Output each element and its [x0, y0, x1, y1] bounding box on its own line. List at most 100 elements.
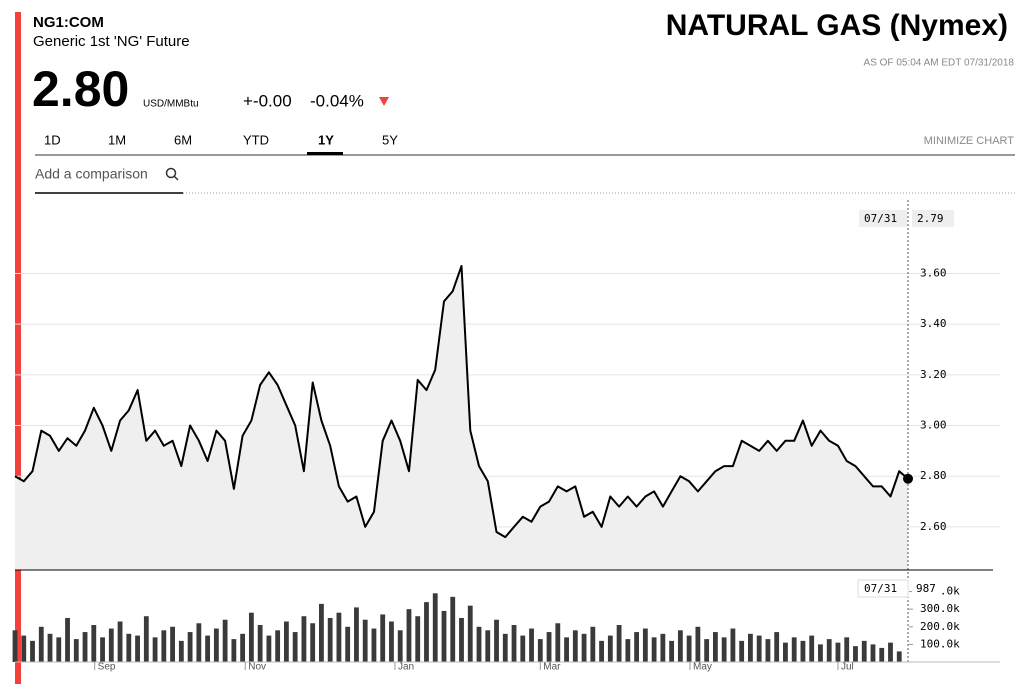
y-tick-label: 2.60	[920, 520, 947, 533]
volume-bar	[844, 637, 850, 662]
volume-bar	[292, 632, 298, 662]
tab[interactable]: YTD	[243, 132, 269, 147]
volume-bar	[380, 614, 386, 662]
volume-bar	[774, 632, 780, 662]
volume-bar	[441, 610, 447, 662]
y-tick-label: 200.0k	[920, 620, 960, 633]
volume-bar	[152, 637, 158, 662]
volume-bar	[467, 605, 473, 662]
volume-bar	[634, 632, 640, 662]
volume-bar	[485, 630, 491, 662]
volume-bar	[275, 630, 281, 662]
volume-bar	[432, 593, 438, 662]
volume-bar	[642, 628, 648, 662]
volume-bar	[616, 625, 622, 662]
volume-bar	[231, 639, 237, 662]
value-tag: 2.79	[917, 212, 944, 225]
volume-bar	[38, 626, 44, 662]
volume-bar	[47, 633, 53, 662]
date-tag-bg	[859, 210, 907, 227]
volume-bar	[826, 639, 832, 662]
symbol: NG1:COM	[33, 14, 104, 31]
volume-bar	[546, 632, 552, 662]
volume-bar	[196, 623, 202, 662]
tab[interactable]: 1Y	[318, 132, 334, 147]
volume-bar	[389, 621, 394, 662]
volume-bar	[178, 640, 184, 662]
volume-bar	[459, 617, 464, 662]
search-icon-handle	[173, 175, 179, 181]
tab[interactable]: 1M	[108, 132, 126, 147]
volume-bar	[143, 616, 149, 662]
volume-bar	[599, 640, 604, 662]
volume-bar	[511, 625, 517, 662]
volume-bar	[319, 603, 324, 662]
volume-bar	[590, 626, 596, 662]
volume-bar	[100, 637, 105, 662]
volume-bar	[669, 640, 675, 662]
volume-bar	[301, 616, 307, 662]
volume-bar	[135, 635, 140, 662]
volume-bar	[529, 628, 534, 662]
tab[interactable]: 5Y	[382, 132, 398, 147]
volume-bar	[695, 626, 701, 662]
volume-bar	[336, 612, 342, 662]
x-tick-label: Nov	[248, 662, 266, 673]
date-tag: 07/31	[864, 582, 897, 595]
date-tag: 07/31	[864, 212, 897, 225]
volume-bar	[853, 646, 858, 662]
volume-bar	[625, 639, 631, 662]
search-icon[interactable]	[165, 167, 177, 179]
volume-bar	[424, 602, 429, 662]
volume-bar	[117, 621, 123, 662]
down-arrow	[379, 97, 389, 106]
volume-bar	[108, 628, 114, 662]
price-area	[15, 265, 908, 570]
volume-bar	[537, 639, 543, 662]
volume-bar	[327, 617, 333, 662]
volume-bar	[783, 642, 788, 662]
volume-bar	[170, 626, 175, 662]
tab[interactable]: 1D	[44, 132, 61, 147]
volume-bar	[205, 635, 211, 662]
volume-bar	[30, 640, 35, 662]
volume-bar	[354, 607, 359, 662]
volume-bar	[581, 633, 587, 662]
volume-bar	[686, 635, 692, 662]
volume-bar	[888, 642, 893, 662]
volume-bar	[187, 632, 193, 662]
volume-bar	[730, 628, 736, 662]
volume-bar	[283, 621, 289, 662]
y-tick-label: 3.40	[920, 317, 947, 330]
comparison-input[interactable]: Add a comparison	[35, 166, 148, 182]
volume-bar	[450, 596, 456, 662]
value-tag-bg	[912, 210, 954, 227]
volume-bar	[651, 637, 657, 662]
volume-bar	[213, 628, 219, 662]
volume-bar	[756, 635, 762, 662]
volume-bar	[607, 635, 613, 662]
volume-bar	[677, 630, 683, 662]
x-tick-label: Jan	[398, 662, 414, 673]
y-tick-label: 3.60	[920, 266, 947, 279]
y-tick-label: 3.20	[920, 368, 947, 381]
y-tick-label: 100.0k	[920, 637, 960, 650]
volume-bar	[126, 633, 132, 662]
volume-bar	[310, 623, 316, 662]
instrument-name: Generic 1st 'NG' Future	[33, 33, 190, 50]
volume-bar	[257, 625, 263, 662]
volume-bar	[555, 623, 561, 662]
minimize-chart[interactable]: MINIMIZE CHART	[924, 135, 1015, 147]
change: +-0.00	[243, 91, 292, 110]
volume-bar	[835, 642, 841, 662]
tab[interactable]: 6M	[174, 132, 192, 147]
x-tick-label: Jul	[841, 662, 854, 673]
volume-bar	[748, 633, 753, 662]
volume-bar	[12, 630, 18, 662]
date-tag-bg	[857, 579, 909, 598]
volume-bar	[572, 630, 578, 662]
volume-bar	[494, 619, 499, 662]
volume-bar	[721, 637, 727, 662]
volume-bar	[704, 639, 710, 662]
